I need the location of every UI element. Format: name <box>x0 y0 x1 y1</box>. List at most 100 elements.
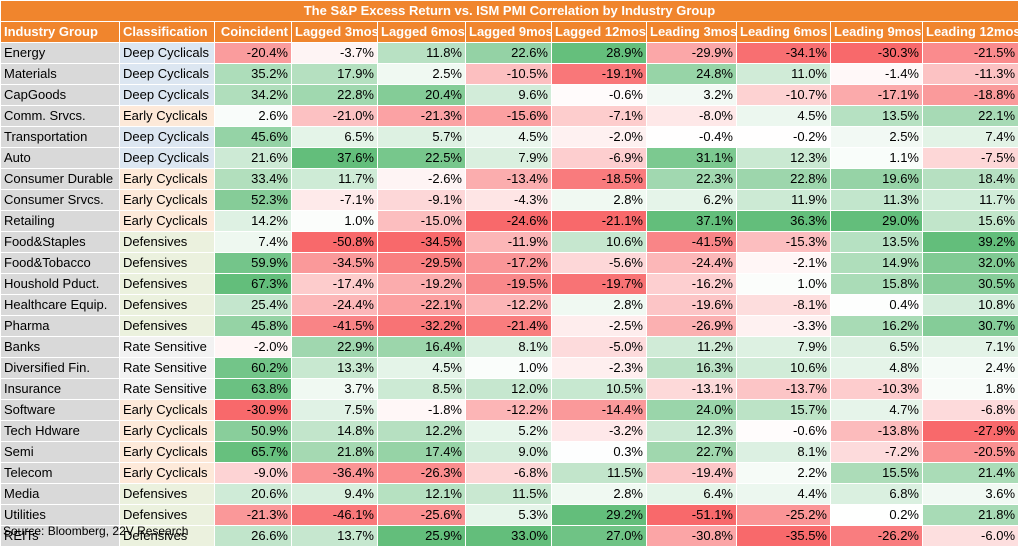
correlation-value-cell: -15.0% <box>378 211 466 232</box>
chart-title: The S&P Excess Return vs. ISM PMI Correl… <box>1 1 1018 22</box>
correlation-value-cell: -9.0% <box>215 463 292 484</box>
correlation-value-cell: 10.5% <box>552 379 647 400</box>
correlation-value-cell: 25.4% <box>215 295 292 316</box>
correlation-value-cell: 10.8% <box>923 295 1018 316</box>
correlation-value-cell: 13.5% <box>831 106 923 127</box>
correlation-value-cell: -24.4% <box>647 253 737 274</box>
correlation-value-cell: 8.1% <box>466 337 552 358</box>
correlation-value-cell: 22.5% <box>378 148 466 169</box>
industry-group-cell: Software <box>1 400 120 421</box>
correlation-value-cell: 7.9% <box>737 337 831 358</box>
correlation-value-cell: -21.5% <box>923 43 1018 64</box>
correlation-value-cell: 11.7% <box>292 169 378 190</box>
correlation-value-cell: -29.5% <box>378 253 466 274</box>
column-header: Leading 6mos <box>737 22 831 43</box>
correlation-value-cell: 4.5% <box>466 127 552 148</box>
correlation-value-cell: 52.3% <box>215 190 292 211</box>
correlation-value-cell: -5.0% <box>552 337 647 358</box>
correlation-value-cell: 33.4% <box>215 169 292 190</box>
correlation-value-cell: 1.8% <box>923 379 1018 400</box>
correlation-value-cell: 17.4% <box>378 442 466 463</box>
industry-group-cell: CapGoods <box>1 85 120 106</box>
industry-group-cell: Comm. Srvcs. <box>1 106 120 127</box>
classification-cell: Early Cyclicals <box>120 190 215 211</box>
correlation-value-cell: 5.7% <box>378 127 466 148</box>
correlation-value-cell: 2.5% <box>831 127 923 148</box>
correlation-value-cell: -2.3% <box>552 358 647 379</box>
correlation-value-cell: 22.7% <box>647 442 737 463</box>
correlation-value-cell: 4.5% <box>737 106 831 127</box>
correlation-value-cell: 7.4% <box>215 232 292 253</box>
correlation-value-cell: -13.8% <box>831 421 923 442</box>
correlation-value-cell: -50.8% <box>292 232 378 253</box>
classification-cell: Early Cyclicals <box>120 442 215 463</box>
correlation-value-cell: 30.5% <box>923 274 1018 295</box>
correlation-value-cell: 21.8% <box>923 505 1018 526</box>
correlation-value-cell: 14.2% <box>215 211 292 232</box>
correlation-value-cell: -41.5% <box>292 316 378 337</box>
correlation-value-cell: -13.7% <box>737 379 831 400</box>
correlation-value-cell: -19.5% <box>466 274 552 295</box>
correlation-value-cell: -19.4% <box>647 463 737 484</box>
correlation-value-cell: 22.8% <box>292 85 378 106</box>
correlation-value-cell: -7.1% <box>552 106 647 127</box>
industry-group-cell: Diversified Fin. <box>1 358 120 379</box>
industry-group-cell: Consumer Srvcs. <box>1 190 120 211</box>
correlation-value-cell: -25.6% <box>378 505 466 526</box>
correlation-value-cell: -19.2% <box>378 274 466 295</box>
correlation-value-cell: 2.2% <box>737 463 831 484</box>
correlation-value-cell: -6.9% <box>552 148 647 169</box>
correlation-value-cell: -35.5% <box>737 526 831 547</box>
correlation-value-cell: -21.4% <box>466 316 552 337</box>
correlation-value-cell: -51.1% <box>647 505 737 526</box>
correlation-value-cell: -46.1% <box>292 505 378 526</box>
source-note: Source: Bloomberg, 22V Research <box>3 524 188 538</box>
correlation-value-cell: 15.6% <box>923 211 1018 232</box>
correlation-value-cell: 50.9% <box>215 421 292 442</box>
correlation-value-cell: -34.5% <box>292 253 378 274</box>
correlation-value-cell: -0.2% <box>737 127 831 148</box>
correlation-value-cell: -6.8% <box>923 400 1018 421</box>
correlation-value-cell: 7.4% <box>923 127 1018 148</box>
correlation-value-cell: 0.3% <box>552 442 647 463</box>
correlation-value-cell: -30.8% <box>647 526 737 547</box>
correlation-value-cell: 13.5% <box>831 232 923 253</box>
correlation-value-cell: -8.0% <box>647 106 737 127</box>
correlation-value-cell: 3.2% <box>647 85 737 106</box>
correlation-value-cell: -12.2% <box>466 295 552 316</box>
correlation-value-cell: 33.0% <box>466 526 552 547</box>
correlation-value-cell: -34.5% <box>378 232 466 253</box>
correlation-value-cell: 30.7% <box>923 316 1018 337</box>
correlation-value-cell: 18.4% <box>923 169 1018 190</box>
column-header: Industry Group <box>1 22 120 43</box>
correlation-value-cell: 6.4% <box>647 484 737 505</box>
industry-group-cell: Insurance <box>1 379 120 400</box>
correlation-value-cell: -16.2% <box>647 274 737 295</box>
correlation-value-cell: 15.8% <box>831 274 923 295</box>
correlation-value-cell: -34.1% <box>737 43 831 64</box>
correlation-value-cell: 14.9% <box>831 253 923 274</box>
correlation-value-cell: 63.8% <box>215 379 292 400</box>
correlation-value-cell: 4.5% <box>378 358 466 379</box>
correlation-value-cell: 17.9% <box>292 64 378 85</box>
correlation-value-cell: 31.1% <box>647 148 737 169</box>
correlation-value-cell: -0.4% <box>647 127 737 148</box>
correlation-value-cell: -3.2% <box>552 421 647 442</box>
industry-group-cell: Energy <box>1 43 120 64</box>
column-header: Lagged 3mos <box>292 22 378 43</box>
correlation-value-cell: 29.0% <box>831 211 923 232</box>
correlation-value-cell: -24.4% <box>292 295 378 316</box>
correlation-value-cell: -10.3% <box>831 379 923 400</box>
classification-cell: Early Cyclicals <box>120 169 215 190</box>
correlation-value-cell: 5.3% <box>466 505 552 526</box>
correlation-value-cell: 45.8% <box>215 316 292 337</box>
correlation-value-cell: 5.2% <box>466 421 552 442</box>
